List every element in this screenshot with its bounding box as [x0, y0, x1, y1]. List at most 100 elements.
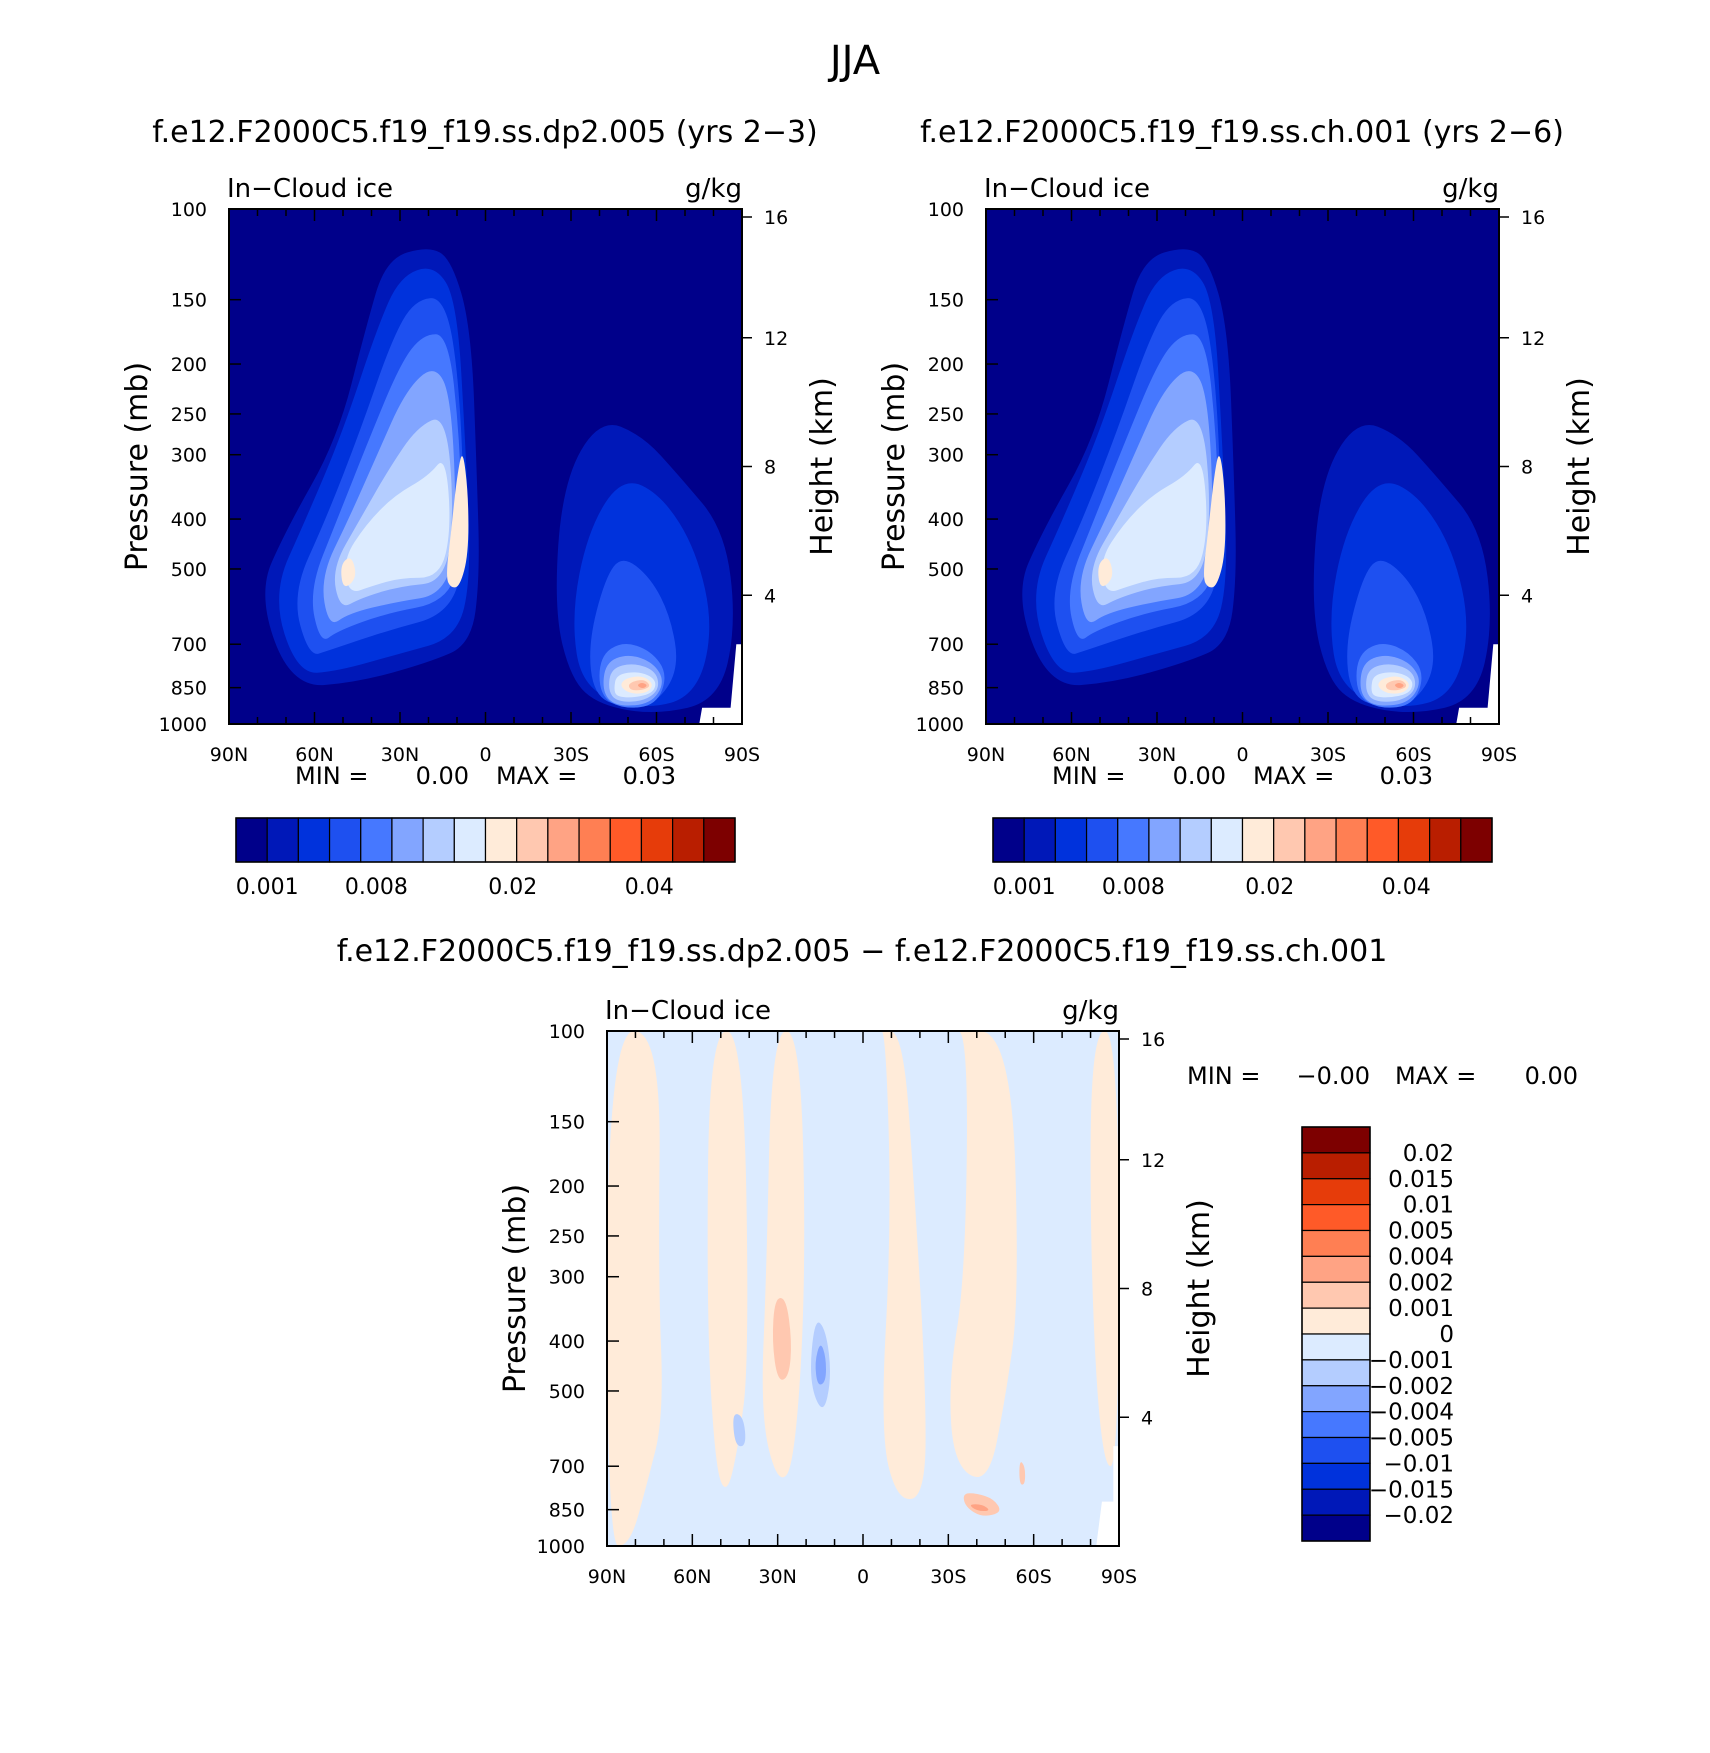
y2-tick-label: 8 [764, 457, 776, 479]
colorbar-swatch [609, 817, 643, 863]
y-tick-label: 500 [549, 1381, 585, 1403]
y-tick-label: 250 [928, 404, 964, 426]
y2-tick-label: 4 [1521, 585, 1533, 607]
panel-3-annotations: MIN = −0.00 MAX = 0.000.020.0150.010.0050.0… [1187, 1062, 1578, 1542]
colorbar-swatch [297, 817, 331, 863]
colorbar-frame [992, 817, 1493, 863]
panel-right-label: g/kg [685, 174, 742, 204]
colorbar-swatch [360, 817, 393, 863]
y2-axis-label: Height (km) [805, 377, 840, 556]
y-tick-label: 1000 [159, 714, 207, 736]
y2-tick-label: 16 [1141, 1029, 1165, 1051]
y-tick-label: 500 [928, 559, 964, 581]
x-tick-label: 30N [1138, 744, 1176, 766]
panel-title: f.e12.F2000C5.f19_f19.ss.ch.001 (yrs 2−6… [920, 115, 1564, 150]
max-value: 0.03 [623, 762, 676, 790]
x-tick-label: 60S [638, 744, 674, 766]
colorbar-label: 0.015 [1388, 1167, 1454, 1193]
y-tick-label: 150 [171, 290, 207, 312]
missing-data-region [1096, 1446, 1119, 1546]
x-tick-label: 60S [1395, 744, 1431, 766]
y-tick-label: 300 [171, 445, 207, 467]
y-tick-label: 100 [171, 199, 207, 221]
contour-level-8 [950, 1031, 1017, 1478]
x-tick-label: 90N [588, 1566, 626, 1588]
min-label: MIN = [295, 762, 368, 790]
contour-level-8 [1098, 558, 1113, 587]
colorbar-label: −0.001 [1369, 1348, 1454, 1374]
colorbar-swatch [1301, 1514, 1371, 1542]
y-tick-label: 700 [549, 1456, 585, 1478]
y-tick-label: 200 [928, 354, 964, 376]
x-tick-label: 30S [1310, 744, 1346, 766]
colorbar-swatch [516, 817, 549, 863]
y-axis-label: Pressure (mb) [877, 362, 912, 571]
x-tick-label: 90S [1101, 1566, 1137, 1588]
colorbar-swatch [1366, 817, 1400, 863]
colorbar-label: 0.001 [1388, 1296, 1454, 1322]
colorbar-swatch [1273, 817, 1306, 863]
min-label: MIN = [1052, 762, 1125, 790]
colorbar-swatch [578, 817, 611, 863]
colorbar-swatch [1210, 817, 1244, 863]
y-axis-label: Pressure (mb) [120, 362, 155, 571]
max-label: MAX = [1253, 762, 1334, 790]
y-tick-label: 700 [928, 634, 964, 656]
colorbar-swatch [1335, 817, 1368, 863]
contour-level-10 [1394, 683, 1404, 689]
colorbar-swatch [1301, 1307, 1371, 1335]
colorbar-swatch [1301, 1152, 1371, 1180]
contour-background [607, 1031, 1119, 1546]
colorbar-label: 0.02 [1403, 1141, 1454, 1167]
y-tick-label: 400 [549, 1331, 585, 1353]
colorbar-swatch [328, 817, 362, 863]
x-tick-label: 0 [857, 1566, 869, 1588]
contour-level-8 [341, 558, 356, 587]
colorbar-swatch [1301, 1488, 1371, 1516]
colorbar-label: 0.02 [1245, 875, 1294, 900]
x-tick-label: 60N [1052, 744, 1090, 766]
min-value: −0.00 [1296, 1062, 1370, 1090]
colorbar-label: −0.01 [1384, 1451, 1454, 1477]
contour-level-8 [607, 1031, 662, 1546]
contour-level-10 [637, 683, 647, 689]
y-tick-label: 250 [549, 1226, 585, 1248]
y2-tick-label: 8 [1521, 457, 1533, 479]
y-tick-label: 400 [171, 509, 207, 531]
colorbar-swatch [1301, 1411, 1371, 1439]
colorbar-label: 0.001 [993, 875, 1056, 900]
y2-tick-label: 4 [764, 585, 776, 607]
colorbar-label: 0.04 [625, 875, 674, 900]
colorbar-swatch [1179, 817, 1212, 863]
contour-level-8 [1090, 1031, 1119, 1467]
colorbar-swatch [1054, 817, 1088, 863]
y-tick-label: 700 [171, 634, 207, 656]
colorbar-swatch [1301, 1462, 1371, 1490]
contour-field [986, 209, 1499, 724]
y-tick-label: 850 [549, 1500, 585, 1522]
y-tick-label: 850 [928, 678, 964, 700]
y-tick-label: 500 [171, 559, 207, 581]
colorbar-label: −0.005 [1369, 1426, 1454, 1452]
colorbar-swatch [266, 817, 299, 863]
colorbar-label: 0.001 [236, 875, 299, 900]
max-value: 0.03 [1380, 762, 1433, 790]
y-tick-label: 1000 [537, 1536, 585, 1558]
colorbar-label: 0 [1439, 1322, 1454, 1348]
y-tick-label: 400 [928, 509, 964, 531]
x-tick-label: 0 [479, 744, 491, 766]
y2-tick-label: 4 [1141, 1407, 1153, 1429]
colorbar-label: −0.02 [1384, 1503, 1454, 1529]
colorbar-label: 0.01 [1403, 1193, 1454, 1219]
max-value: 0.00 [1525, 1062, 1578, 1090]
colorbar-swatch [1301, 1333, 1371, 1361]
contour-level-10 [970, 1504, 989, 1511]
contour-level-9 [772, 1298, 791, 1380]
panel-2-annotations: MIN = 0.00 MAX = 0.03 0.001 0.008 0.02 0.04 [992, 762, 1493, 900]
colorbar-label: 0.005 [1388, 1219, 1454, 1245]
colorbar-swatch [1301, 1229, 1371, 1257]
panel-left-label: In−Cloud ice [227, 174, 393, 204]
y2-tick-label: 12 [1141, 1150, 1165, 1172]
